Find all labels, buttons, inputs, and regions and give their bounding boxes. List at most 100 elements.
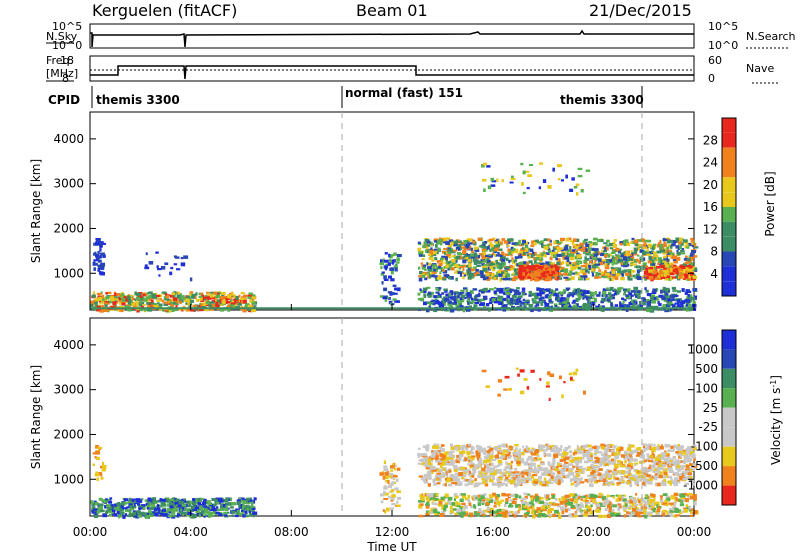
scatter-cell	[567, 252, 572, 257]
scatter-cell	[225, 507, 229, 512]
scatter-cell	[495, 259, 498, 263]
scatter-cell	[161, 291, 167, 294]
scatter-cell	[94, 514, 98, 519]
scatter-cell	[566, 259, 570, 263]
scatter-cell	[470, 247, 473, 251]
scatter-cell	[576, 445, 579, 448]
scatter-cell	[166, 504, 171, 507]
scatter-cell	[530, 244, 535, 247]
scatter-cell	[655, 295, 659, 299]
scatter-cell	[552, 167, 555, 172]
scatter-cell	[425, 449, 429, 452]
scatter-cell	[423, 481, 429, 484]
scatter-cell	[434, 244, 438, 248]
scatter-cell	[495, 244, 500, 248]
scatter-cell	[494, 287, 497, 290]
scatter-cell	[644, 475, 647, 479]
scatter-cell	[653, 254, 659, 259]
scatter-cell	[489, 298, 492, 302]
scatter-cell	[392, 284, 397, 288]
scatter-cell	[688, 255, 692, 258]
scatter-cell	[447, 248, 452, 252]
scatter-cell	[588, 448, 593, 451]
scatter-cell	[95, 258, 100, 262]
scatter-cell	[477, 254, 481, 259]
scatter-cell	[657, 469, 661, 473]
scatter-cell	[183, 498, 187, 502]
scatter-cell	[493, 274, 499, 278]
scatter-cell	[689, 265, 694, 269]
scatter-cell	[657, 447, 661, 451]
scatter-cell	[627, 480, 630, 485]
scatter-cell	[171, 511, 176, 515]
scatter-cell	[690, 262, 694, 267]
scatter-cell	[679, 460, 683, 463]
scatter-cell	[428, 256, 434, 260]
scatter-cell	[625, 304, 630, 309]
scatter-cell	[657, 462, 661, 466]
nsky-tick-bottom: 10^0	[52, 39, 82, 52]
scatter-cell	[170, 301, 174, 306]
scatter-cell	[433, 238, 438, 242]
scatter-cell	[388, 491, 392, 494]
scatter-cell	[496, 287, 501, 292]
scatter-cell	[142, 506, 146, 510]
scatter-cell	[427, 274, 430, 279]
scatter-cell	[516, 460, 521, 465]
scatter-cell	[463, 255, 468, 259]
scatter-cell	[579, 275, 585, 278]
scatter-cell	[565, 251, 568, 256]
scatter-cell	[497, 296, 501, 300]
scatter-cell	[627, 290, 631, 293]
scatter-cell	[497, 469, 502, 473]
scatter-cell	[563, 468, 569, 472]
scatter-cell	[534, 295, 539, 300]
scatter-cell	[545, 270, 550, 274]
scatter-cell	[586, 480, 589, 483]
scatter-cell	[555, 257, 558, 261]
scatter-cell	[396, 254, 402, 258]
scatter-cell	[647, 272, 652, 276]
scatter-cell	[472, 288, 478, 291]
scatter-cell	[99, 248, 102, 252]
scatter-cell	[645, 299, 650, 302]
scatter-cell	[488, 253, 492, 256]
scatter-cell	[621, 470, 626, 474]
scatter-cell	[619, 478, 623, 482]
scatter-cell	[664, 287, 670, 291]
scatter-cell	[201, 510, 205, 514]
scatter-cell	[662, 237, 666, 242]
scatter-cell	[418, 266, 421, 270]
scatter-cell	[631, 299, 634, 303]
scatter-cell	[467, 276, 472, 280]
scatter-cell	[390, 465, 395, 469]
scatter-cell	[667, 265, 672, 268]
scatter-cell	[94, 473, 100, 477]
scatter-cell	[547, 479, 552, 482]
scatter-cell	[499, 295, 504, 300]
scatter-cell	[385, 296, 390, 299]
scatter-cell	[445, 241, 450, 245]
scatter-cell	[107, 291, 112, 295]
scatter-cell	[118, 512, 122, 516]
scatter-cell	[598, 468, 603, 471]
scatter-cell	[566, 264, 570, 267]
scatter-cell	[116, 510, 120, 515]
scatter-cell	[533, 292, 538, 296]
scatter-cell	[620, 304, 625, 307]
scatter-cell	[503, 478, 509, 482]
scatter-cell	[113, 295, 117, 298]
scatter-cell	[476, 274, 481, 277]
scatter-cell	[536, 483, 539, 486]
scatter-cell	[569, 292, 575, 296]
scatter-cell	[510, 477, 515, 480]
scatter-cell	[481, 255, 486, 259]
scatter-cell	[684, 482, 690, 485]
scatter-cell	[553, 240, 557, 245]
scatter-cell	[194, 513, 197, 518]
scatter-cell	[493, 465, 498, 469]
scatter-cell	[202, 505, 207, 508]
scatter-cell	[394, 475, 398, 478]
scatter-cell	[613, 262, 618, 265]
scatter-cell	[217, 497, 223, 502]
